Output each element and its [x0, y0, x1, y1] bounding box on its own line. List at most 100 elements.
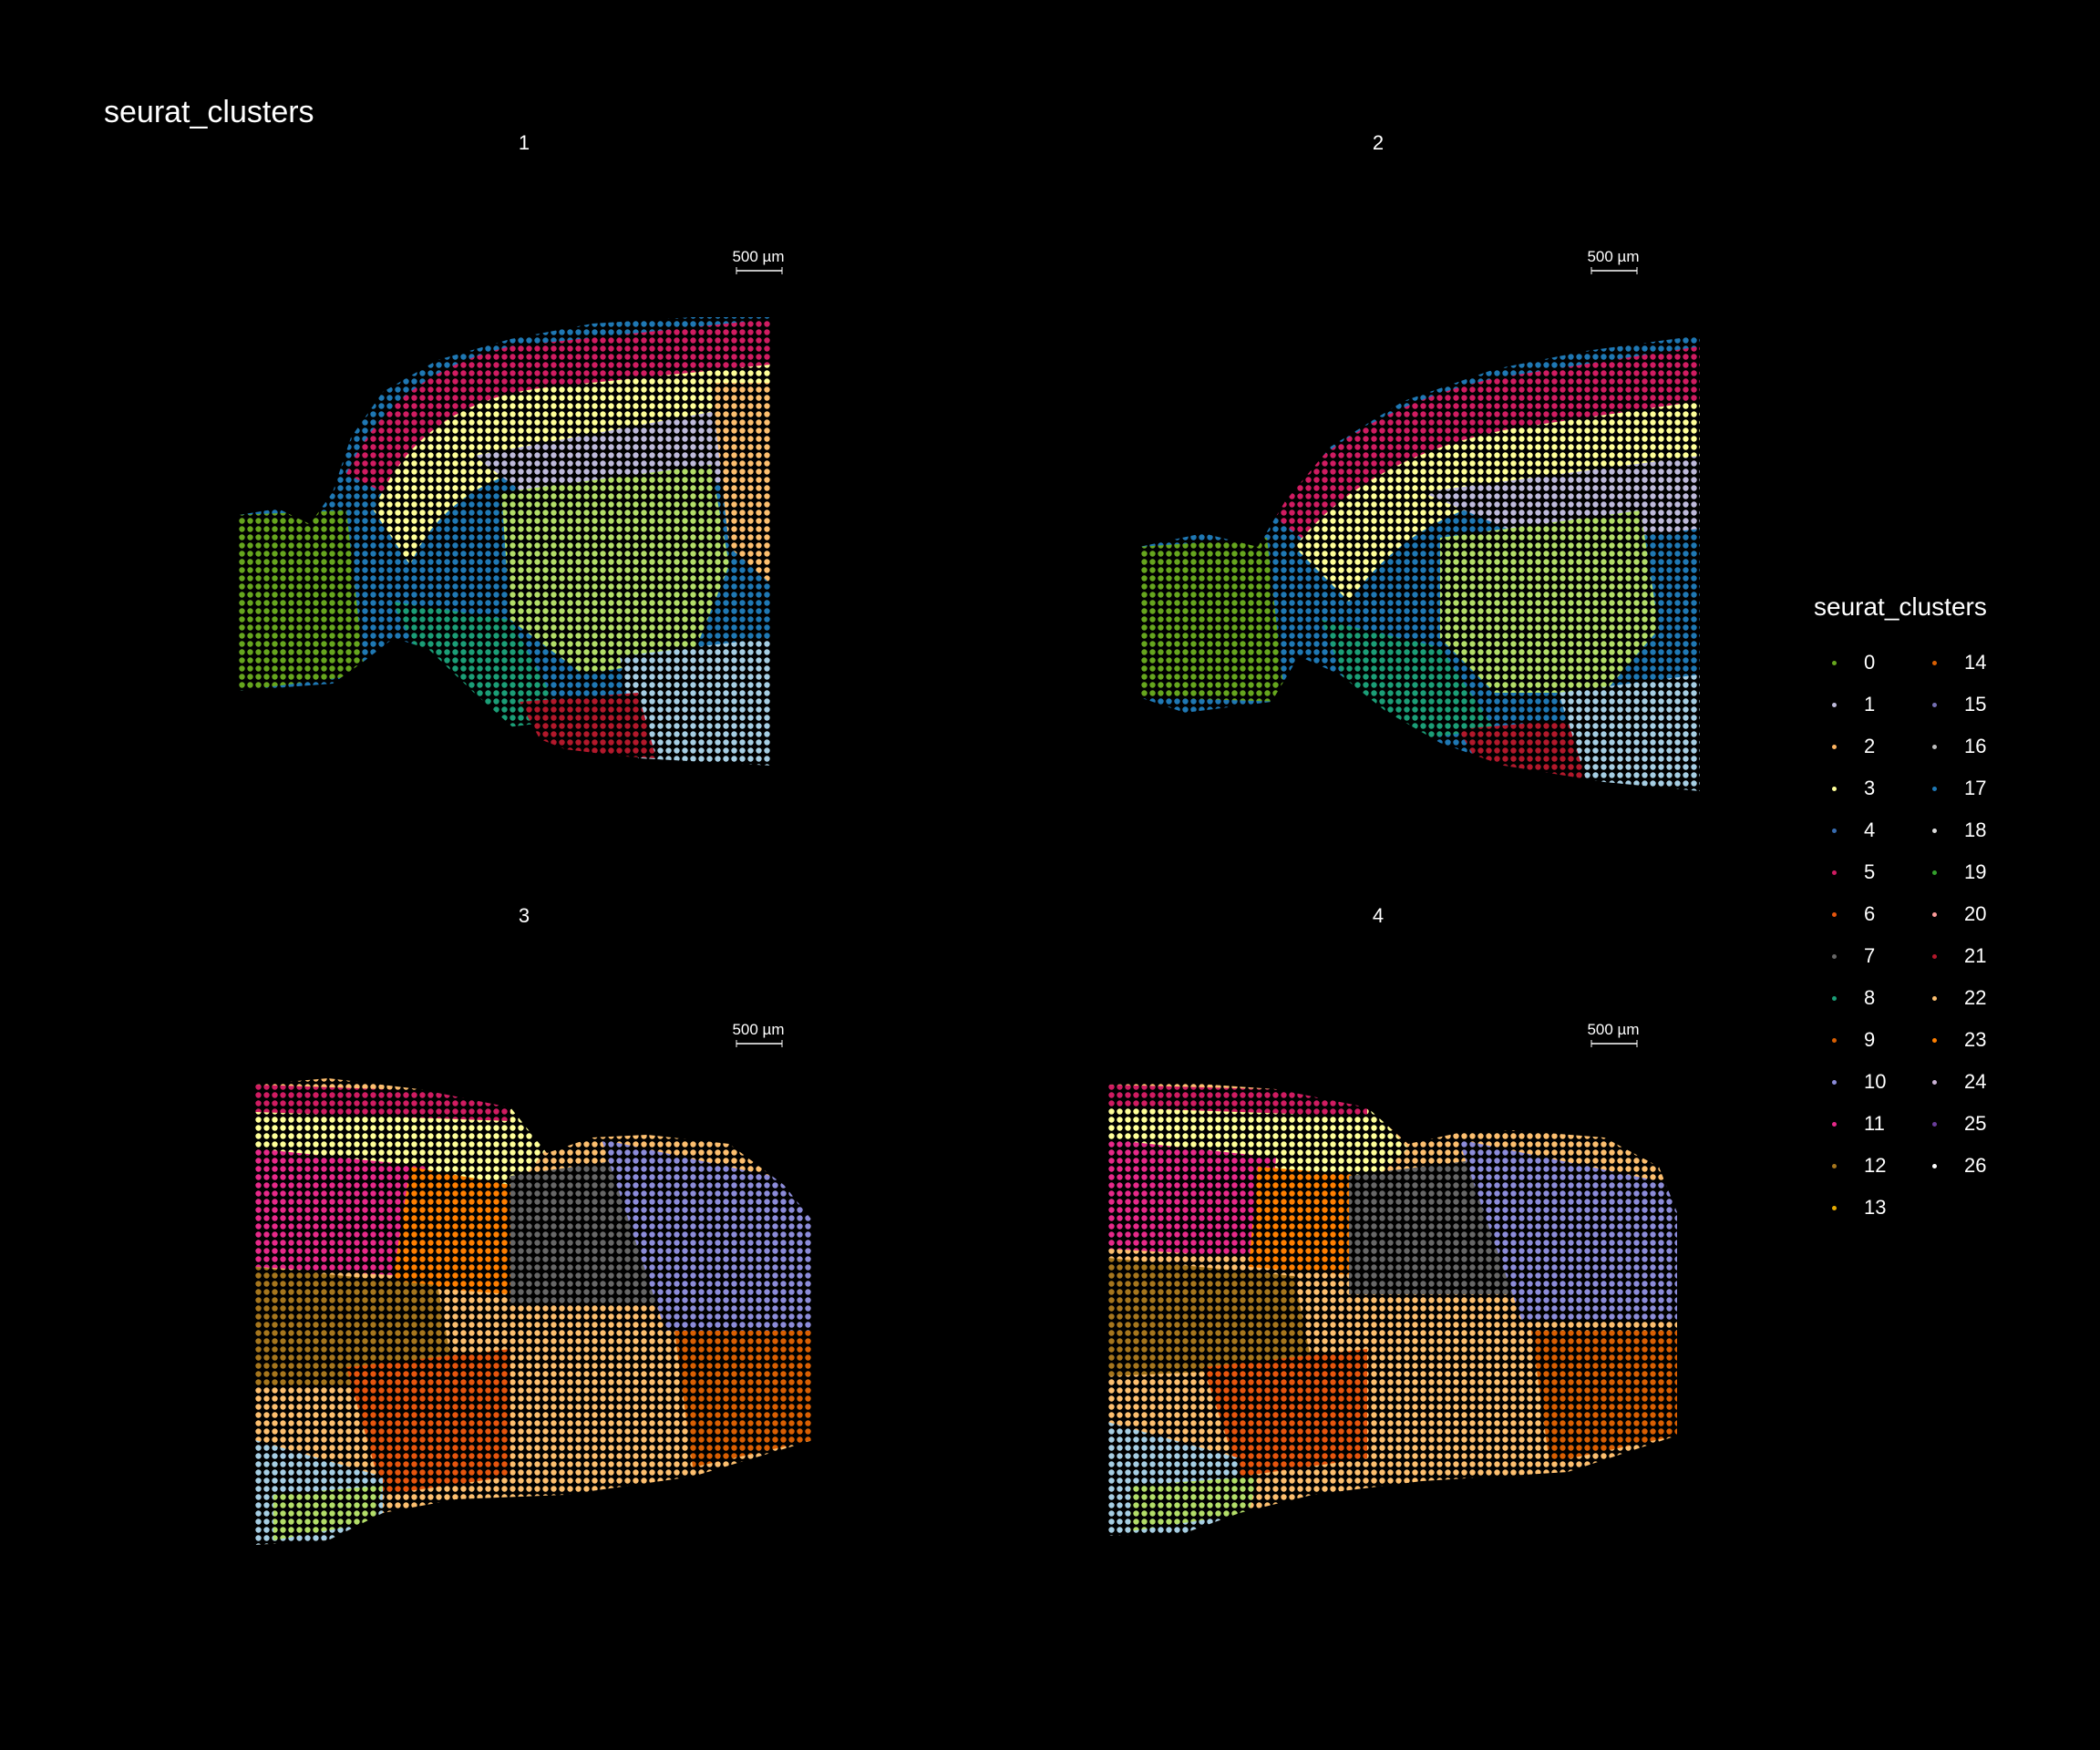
scalebar-3: 500 µm [731, 1021, 786, 1048]
legend-swatch [1832, 786, 1837, 791]
legend-label: 26 [1964, 1154, 1987, 1177]
legend-swatch [1932, 660, 1937, 665]
legend-label: 17 [1964, 777, 1987, 799]
legend-swatch [1832, 1079, 1837, 1085]
legend-label: 22 [1964, 986, 1987, 1009]
legend-item-16: 16 [1932, 726, 2033, 767]
scalebar-line [1590, 267, 1638, 274]
legend-item-26: 26 [1932, 1145, 2033, 1187]
scalebar-4: 500 µm [1586, 1021, 1641, 1048]
legend-item-25: 25 [1932, 1103, 2033, 1145]
legend-swatch [1932, 1037, 1937, 1043]
legend-label: 18 [1964, 818, 1987, 841]
legend-item-7: 7 [1832, 935, 1932, 977]
legend-item-12: 12 [1832, 1145, 1932, 1187]
legend-swatch [1932, 1121, 1937, 1127]
legend-label: 1 [1864, 693, 1876, 715]
legend-label: 13 [1864, 1196, 1887, 1219]
legend-swatch [1832, 744, 1837, 749]
scalebar-1: 500 µm [731, 248, 786, 275]
legend-label: 4 [1864, 818, 1876, 841]
panel-label-3: 3 [518, 904, 530, 927]
legend-item-22: 22 [1932, 977, 2033, 1019]
legend-swatch [1932, 786, 1937, 791]
legend-title: seurat_clusters [1814, 592, 1987, 621]
legend-label: 15 [1964, 693, 1987, 715]
panel-label-2: 2 [1372, 131, 1385, 154]
legend-label: 2 [1864, 735, 1876, 757]
legend-swatch [1832, 995, 1837, 1001]
legend-item-2: 2 [1832, 726, 1932, 767]
legend-item-14: 14 [1932, 642, 2033, 684]
panel-label-1: 1 [518, 131, 530, 154]
legend-item-21: 21 [1932, 935, 2033, 977]
scalebar-line [736, 1040, 783, 1047]
legend-swatch [1832, 1163, 1837, 1168]
legend-swatch [1832, 702, 1837, 707]
scalebar-label: 500 µm [1587, 1021, 1640, 1038]
legend-item-10: 10 [1832, 1061, 1932, 1103]
legend-item-19: 19 [1932, 851, 2033, 893]
legend-swatch [1932, 911, 1937, 917]
legend-swatch [1932, 744, 1937, 749]
legend-label: 19 [1964, 860, 1987, 883]
legend-label: 24 [1964, 1070, 1987, 1093]
legend-item-11: 11 [1832, 1103, 1932, 1145]
legend-item-24: 24 [1932, 1061, 2033, 1103]
scalebar-label: 500 µm [732, 1021, 785, 1038]
legend-swatch [1832, 911, 1837, 917]
scalebar-label: 500 µm [1587, 248, 1640, 265]
legend-swatch [1932, 1079, 1937, 1085]
legend-swatch [1932, 953, 1937, 959]
legend-swatch [1832, 660, 1837, 665]
legend-swatch [1832, 953, 1837, 959]
legend-item-20: 20 [1932, 893, 2033, 935]
legend-item-0: 0 [1832, 642, 1932, 684]
legend-swatch [1932, 870, 1937, 875]
legend-label: 10 [1864, 1070, 1887, 1093]
legend-item-3: 3 [1832, 767, 1932, 809]
legend-item-17: 17 [1932, 767, 2033, 809]
legend-swatch [1932, 702, 1937, 707]
legend-label: 11 [1864, 1112, 1885, 1135]
plot-title: seurat_clusters [104, 95, 314, 129]
legend-swatch [1932, 1163, 1937, 1168]
scalebar-line [1590, 1040, 1638, 1047]
scalebar-label: 500 µm [732, 248, 785, 265]
legend-swatch [1932, 995, 1937, 1001]
tissue-section-4 [1107, 1083, 1677, 1536]
legend-item-5: 5 [1832, 851, 1932, 893]
legend-label: 20 [1964, 902, 1987, 925]
scalebar-2: 500 µm [1586, 248, 1641, 275]
legend-label: 5 [1864, 860, 1876, 883]
legend-item-6: 6 [1832, 893, 1932, 935]
legend-label: 12 [1864, 1154, 1887, 1177]
legend-swatch [1832, 1037, 1837, 1043]
legend-swatch [1832, 828, 1837, 833]
legend-item-9: 9 [1832, 1019, 1932, 1061]
legend-label: 21 [1964, 944, 1987, 967]
legend-label: 8 [1864, 986, 1876, 1009]
legend-label: 6 [1864, 902, 1876, 925]
legend-item-18: 18 [1932, 809, 2033, 851]
legend-label: 7 [1864, 944, 1876, 967]
tissue-section-1 [239, 317, 770, 766]
legend-item-15: 15 [1932, 684, 2033, 726]
legend-item-23: 23 [1932, 1019, 2033, 1061]
legend-label: 9 [1864, 1028, 1876, 1051]
legend-label: 14 [1964, 651, 1987, 674]
legend-label: 0 [1864, 651, 1876, 674]
legend-swatch [1932, 828, 1937, 833]
tissue-section-2 [1139, 335, 1700, 791]
legend-label: 3 [1864, 777, 1876, 799]
panel-label-4: 4 [1372, 904, 1385, 927]
legend-item-1: 1 [1832, 684, 1932, 726]
legend-label: 25 [1964, 1112, 1987, 1135]
legend-item-4: 4 [1832, 809, 1932, 851]
legend-item-8: 8 [1832, 977, 1932, 1019]
legend: seurat_clusters 0 1 2 3 4 5 6 7 8 9 10 11 12 13 14 15 16… [1814, 592, 2033, 1229]
legend-swatch [1832, 1121, 1837, 1127]
tissue-section-3 [255, 1078, 813, 1545]
legend-label: 16 [1964, 735, 1987, 757]
